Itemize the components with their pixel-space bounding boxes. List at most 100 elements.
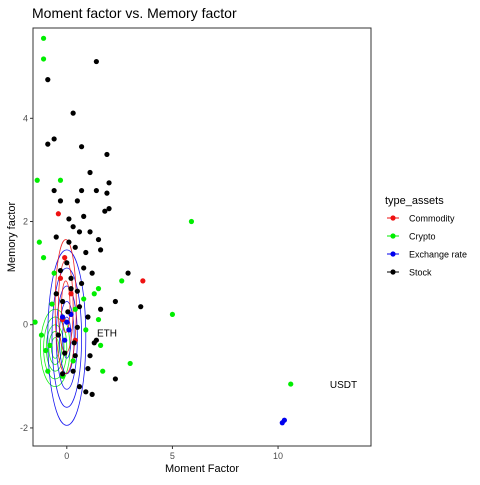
point-stock [65,309,71,315]
point-exchange-rate [59,314,66,320]
point-stock [64,260,70,266]
point-stock [45,77,51,83]
x-tick-label: 5 [170,451,175,461]
point-stock [91,340,97,346]
point-crypto [95,286,102,292]
point-crypto [72,306,78,312]
point-crypto [40,255,47,261]
point-stock [57,267,64,274]
point-stock [87,353,93,359]
point-stock [68,275,74,281]
point-crypto [98,342,104,348]
legend-key-point [390,233,396,239]
point-stock [93,187,99,194]
point-stock [87,229,93,235]
point-stock [93,58,99,65]
y-tick-label: -2 [20,423,28,433]
point-stock [81,265,87,271]
point-stock [81,213,87,219]
point-crypto [91,291,97,297]
point-stock [83,249,89,256]
x-tick-label: 0 [64,451,69,461]
point-exchange-rate [64,319,70,325]
point-commodity [68,291,74,297]
contour-line [50,337,60,359]
y-tick-label: 4 [23,113,28,123]
legend-label: Exchange rate [409,250,467,260]
point-stock [53,291,59,297]
point-commodity [57,275,64,281]
contour-line [54,239,77,375]
point-exchange-rate [62,337,68,343]
point-crypto [36,239,42,245]
point-stock [57,198,64,204]
point-stock [98,247,104,253]
point-stock [70,368,76,374]
point-stock [66,239,72,245]
point-crypto [100,368,106,374]
point-stock [95,236,102,243]
legend-title: type_assets [385,195,444,207]
axis-ticks: 0 5 10 -2 0 2 4 [20,113,283,461]
contour-line [51,267,82,408]
point-stock [70,110,76,116]
point-stock [85,314,91,320]
point-crypto [45,368,51,374]
point-stock [76,304,83,310]
y-tick-label: 0 [23,320,28,330]
point-crypto [127,360,133,367]
point-crypto [288,381,294,387]
point-commodity [140,278,146,284]
legend-label: Crypto [409,232,436,242]
point-crypto [40,56,47,62]
point-crypto [83,327,89,333]
point-stock [89,270,95,276]
annotation-label: USDT [330,380,357,391]
point-exchange-rate [281,417,287,423]
point-stock [76,384,83,390]
legend: type_assets Commodity Crypto Exchange rate… [385,195,467,278]
legend-items: Commodity Crypto Exchange rate Stock [387,214,467,278]
plot-panel [32,27,372,447]
x-axis-label: Moment Factor [165,463,239,475]
legend-key-point [390,251,396,257]
point-stock [125,270,131,276]
point-commodity [55,211,61,217]
annotations: ETH USDT [97,328,357,391]
point-stock [78,280,85,287]
point-stock [98,306,104,312]
point-stock [72,353,78,359]
contour-line [61,280,71,333]
y-axis-label: Memory factor [6,202,18,273]
point-crypto [57,177,64,183]
legend-key-point [390,215,396,221]
point-crypto [38,332,45,338]
point-crypto [81,296,87,302]
point-crypto [188,218,195,225]
point-stock [53,234,59,240]
point-crypto [43,347,49,354]
point-stock [68,286,74,292]
point-stock [104,190,110,196]
point-stock [45,141,51,147]
legend-key-point [390,269,396,275]
contour-line [48,331,62,365]
point-stock [74,198,80,204]
point-stock [51,187,57,194]
point-crypto [95,316,102,323]
point-stock [78,187,85,194]
annotation-label: ETH [97,328,117,339]
point-stock [70,224,76,230]
point-stock [51,136,57,142]
point-crypto [169,311,176,318]
point-stock [76,229,83,235]
chart-title: Moment factor vs. Memory factor [32,5,237,21]
point-stock [106,180,112,186]
point-stock [112,298,118,305]
point-stock [106,206,112,212]
x-tick-label: 10 [273,451,283,461]
point-stock [62,350,68,356]
point-stock [74,288,80,294]
point-stock [102,208,108,214]
